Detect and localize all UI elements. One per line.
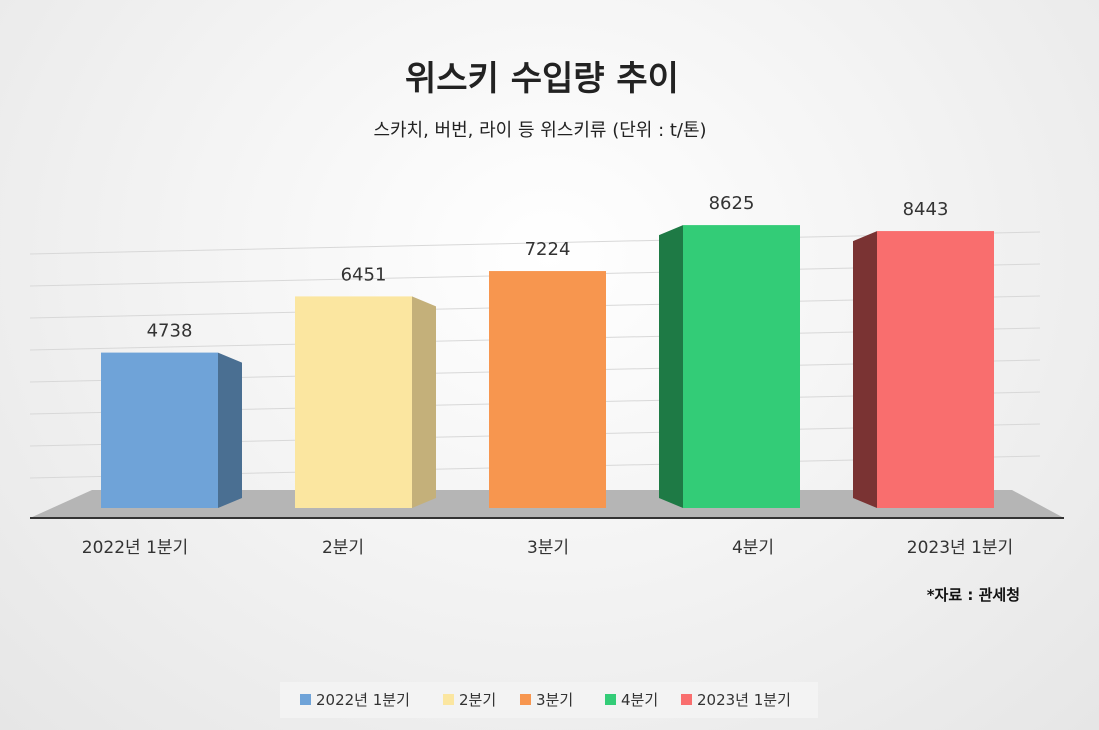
legend-item: 3분기 (520, 691, 573, 709)
legend-label: 4분기 (621, 691, 658, 709)
data-label: 6451 (341, 264, 387, 285)
legend-swatch (605, 694, 616, 705)
x-tick-label: 3분기 (527, 538, 569, 558)
legend-item: 2023년 1분기 (681, 691, 791, 709)
chart-subtitle: 스카치, 버번, 라이 등 위스키류 (단위 : t/톤) (373, 120, 706, 141)
bar (853, 231, 994, 509)
bar-front (489, 271, 606, 508)
bar-side (218, 352, 242, 508)
legend-label: 2022년 1분기 (316, 691, 410, 709)
data-label: 8625 (709, 193, 755, 214)
x-tick-label: 4분기 (732, 538, 774, 558)
data-label: 4738 (147, 321, 193, 342)
x-tick-label: 2023년 1분기 (907, 538, 1013, 558)
data-label: 8443 (903, 199, 949, 220)
legend-box (280, 682, 818, 718)
x-tick-label: 2022년 1분기 (82, 538, 188, 558)
bar (295, 296, 436, 508)
bar-side (659, 225, 683, 508)
legend-label: 2분기 (459, 691, 496, 709)
legend-swatch (681, 694, 692, 705)
bar-side (853, 231, 877, 509)
legend-item: 4분기 (605, 691, 658, 709)
bar-side (412, 296, 436, 508)
legend-label: 3분기 (536, 691, 573, 709)
legend: 2022년 1분기 2분기 3분기 4분기 2023년 1분기 (280, 682, 818, 718)
x-tick-label: 2분기 (322, 538, 364, 558)
value-labels: 4738 6451 7224 8625 8443 (147, 193, 949, 341)
bar-front (295, 296, 412, 508)
bar (101, 352, 242, 508)
chart-title: 위스키 수입량 추이 (405, 59, 679, 99)
bar (489, 271, 606, 508)
source-note: *자료 : 관세청 (927, 586, 1020, 604)
category-labels: 2022년 1분기 2분기 3분기 4분기 2023년 1분기 (82, 538, 1013, 558)
legend-item: 2분기 (443, 691, 496, 709)
legend-item: 2022년 1분기 (300, 691, 410, 709)
legend-swatch (520, 694, 531, 705)
legend-swatch (443, 694, 454, 705)
legend-swatch (300, 694, 311, 705)
data-label: 7224 (525, 239, 571, 260)
bar-front (683, 225, 800, 508)
legend-label: 2023년 1분기 (697, 691, 791, 709)
bar-front (877, 231, 994, 509)
bar-front (101, 352, 218, 508)
bars (101, 225, 994, 509)
bar (659, 225, 800, 508)
